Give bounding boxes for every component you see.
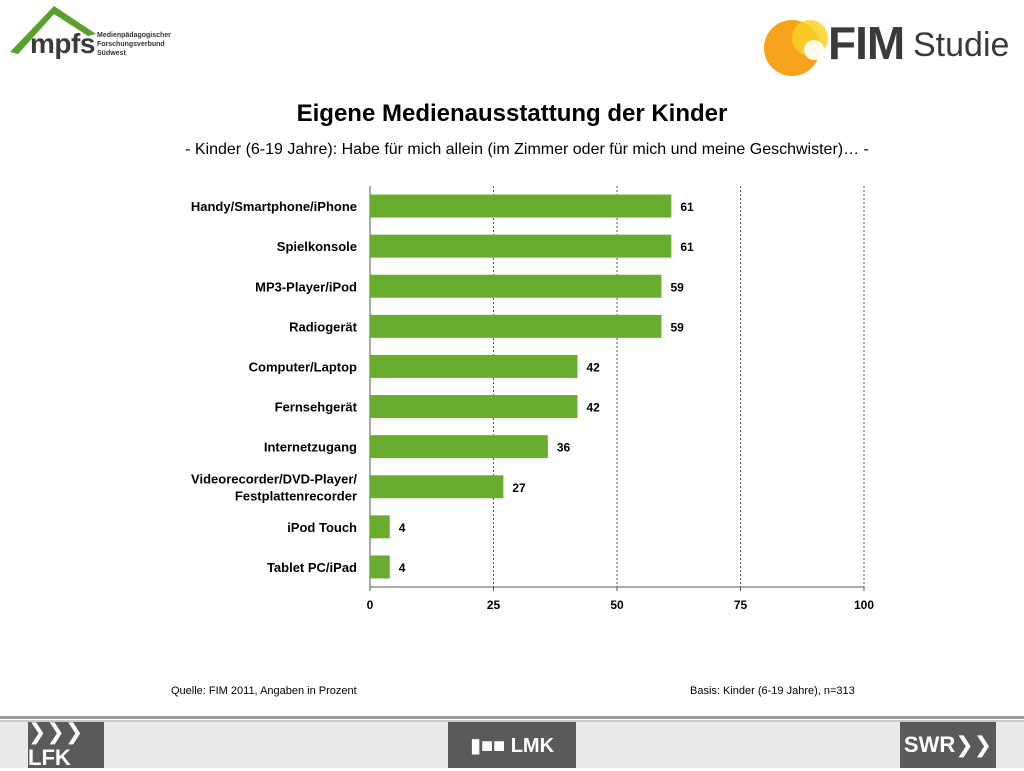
chart-subtitle: - Kinder (6-19 Jahre): Habe für mich all… (185, 141, 869, 158)
bar (370, 234, 672, 258)
category-label: Handy/Smartphone/iPhone (191, 199, 357, 214)
basis-note: Basis: Kinder (6-19 Jahre), n=313 (690, 685, 855, 697)
fim-brand-text: FIM (828, 17, 905, 69)
category-label: Spielkonsole (277, 239, 357, 254)
lfk-logo: ❯❯❯LFK (28, 719, 104, 770)
x-tick-label: 100 (854, 598, 874, 612)
lmk-logo: ▮■■ LMK (448, 722, 576, 768)
bar (370, 354, 578, 378)
bar (370, 395, 578, 419)
category-label: Tablet PC/iPad (267, 560, 357, 575)
footer-divider-light (0, 720, 1024, 722)
category-label: Computer/Laptop (249, 359, 357, 374)
mpfs-roof-icon (10, 6, 96, 54)
category-label: Internetzugang (264, 440, 357, 455)
value-label: 61 (680, 240, 694, 254)
bar (370, 314, 662, 338)
value-label: 59 (670, 280, 684, 294)
x-tick-label: 75 (734, 598, 748, 612)
category-label: Videorecorder/DVD-Player/Festplattenreco… (191, 471, 357, 503)
bar (370, 435, 548, 459)
bar (370, 194, 672, 218)
footer-divider (0, 716, 1024, 719)
value-label: 42 (586, 360, 600, 374)
value-label: 36 (557, 441, 571, 455)
bar (370, 475, 504, 499)
fim-studie-text: Studie (913, 26, 1010, 64)
mpfs-logo-subtitle: Medienpädagogischer Forschungsverbund Sü… (97, 32, 171, 57)
value-label: 4 (399, 521, 406, 535)
fim-circles-icon (764, 20, 828, 76)
value-label: 61 (680, 200, 694, 214)
x-tick-label: 25 (487, 598, 501, 612)
value-label: 4 (399, 561, 406, 575)
source-note: Quelle: FIM 2011, Angaben in Prozent (171, 685, 357, 697)
value-label: 42 (586, 401, 600, 415)
bar (370, 274, 662, 298)
category-label: Radiogerät (289, 319, 358, 334)
x-tick-label: 50 (610, 598, 624, 612)
chart-title: Eigene Medienausstattung der Kinder (296, 100, 728, 127)
category-label: iPod Touch (287, 520, 357, 535)
bar (370, 515, 390, 539)
bar (370, 555, 390, 579)
category-label: Fernsehgerät (275, 400, 358, 415)
category-label: MP3-Player/iPod (255, 279, 357, 294)
swr-logo: SWR❯❯ (900, 722, 996, 768)
value-label: 27 (512, 481, 526, 495)
mpfs-logo-text: mpfs (30, 28, 95, 59)
x-tick-label: 0 (367, 598, 374, 612)
value-label: 59 (670, 320, 684, 334)
